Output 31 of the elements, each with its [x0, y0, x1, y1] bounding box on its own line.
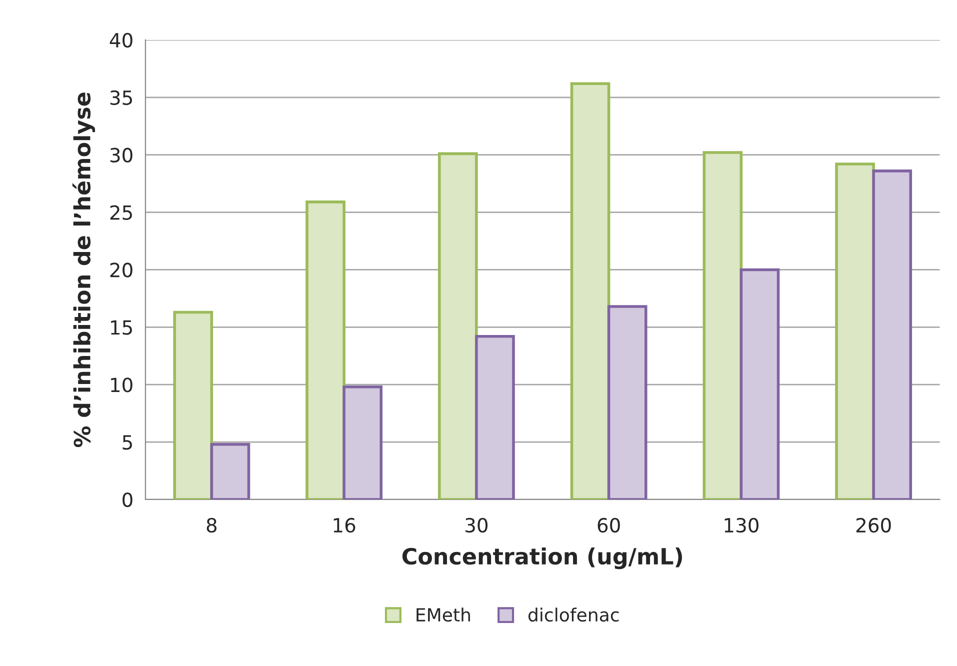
- y-tick-label: 25: [110, 205, 132, 220]
- y-tick-label: 15: [111, 320, 132, 335]
- x-tick-label: 8: [206, 518, 217, 533]
- bar: [173, 310, 214, 500]
- y-tick-label: 5: [122, 435, 132, 450]
- y-tick-label: 10: [111, 378, 132, 392]
- y-tick-label: 35: [110, 90, 132, 106]
- x-tick-label: 16: [334, 518, 356, 533]
- bar: [570, 82, 610, 500]
- bar: [438, 152, 478, 500]
- bar: [342, 386, 382, 500]
- bar: [872, 170, 912, 500]
- x-tick-label: 260: [856, 518, 891, 533]
- x-tick-label: 130: [724, 518, 758, 533]
- bar: [835, 162, 875, 500]
- y-tick-label: 0: [122, 492, 132, 508]
- y-tick-label: 40: [110, 32, 132, 48]
- y-tick-label: 30: [110, 148, 132, 163]
- bar: [607, 305, 648, 500]
- bar: [306, 200, 346, 500]
- bar: [702, 151, 743, 500]
- y-axis-title: % d’inhibition de l’hémolyse: [72, 92, 96, 448]
- x-tick-label: 30: [466, 518, 488, 533]
- x-tick-label: 60: [598, 518, 620, 533]
- legend-label: EMeth: [416, 608, 470, 622]
- legend-label: diclofenac: [528, 608, 619, 622]
- bar: [740, 268, 780, 500]
- y-tick-label: 20: [110, 262, 132, 278]
- x-axis-title: Concentration (ug/mL): [402, 547, 682, 570]
- bar: [475, 334, 515, 500]
- bar: [210, 442, 250, 500]
